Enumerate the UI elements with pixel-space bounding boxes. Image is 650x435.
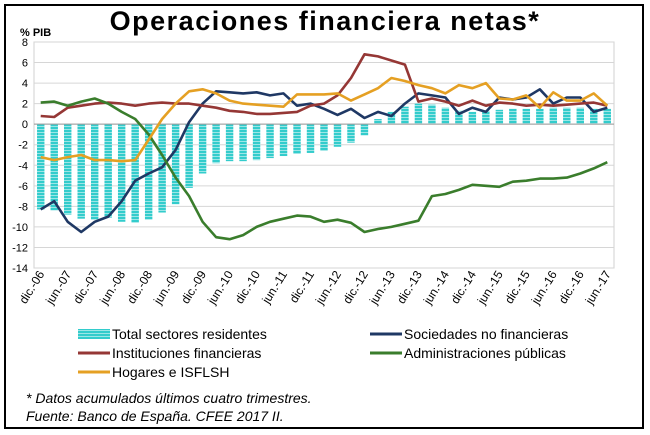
legend-label: Instituciones financieras	[112, 345, 261, 361]
bar-total-sectores	[37, 124, 45, 210]
legend-swatch-bar	[78, 329, 110, 339]
x-tick-label: jun.-09	[150, 268, 182, 308]
bar-total-sectores	[131, 124, 139, 223]
y-tick-label: -4	[18, 160, 28, 172]
bar-total-sectores	[212, 124, 220, 164]
x-tick-label: jun.-16	[528, 268, 560, 308]
legend-label: Hogares e ISFLSH	[112, 364, 230, 380]
y-tick-label: -10	[12, 222, 28, 234]
x-tick-label: jun.-12	[312, 268, 344, 308]
x-tick-label: jun.-10	[204, 268, 236, 308]
bar-total-sectores	[185, 124, 193, 188]
bar-total-sectores	[117, 124, 126, 222]
bar-total-sectores	[563, 107, 571, 125]
bar-total-sectores	[252, 124, 261, 161]
y-tick-label: -8	[18, 201, 28, 213]
series-line-hogares-e-isflsh	[40, 76, 609, 163]
y-tick-label: 6	[22, 58, 28, 70]
series-line-instituciones-financieras	[40, 52, 608, 119]
legend-label: Administraciones públicas	[404, 345, 566, 361]
bar-total-sectores	[495, 109, 504, 125]
x-tick-label: dic.-10	[232, 268, 263, 306]
bar-total-sectores	[536, 108, 544, 125]
x-tick-label: dic.-07	[70, 268, 101, 306]
x-tick-label: jun.-08	[96, 268, 128, 308]
bar-total-sectores	[225, 124, 234, 162]
footnote: * Datos acumulados últimos cuatro trimes…	[26, 390, 312, 406]
series-line-administraciones-p-blicas	[40, 97, 608, 241]
x-tick-label: jun.-11	[259, 268, 291, 307]
bar-total-sectores	[144, 124, 153, 220]
bar-total-sectores	[77, 124, 85, 219]
bar-total-sectores	[198, 124, 207, 174]
legend-label: Total sectores residentes	[112, 326, 267, 342]
bar-total-sectores	[333, 124, 342, 147]
y-tick-label: -12	[12, 242, 28, 254]
bar-total-sectores	[522, 108, 531, 125]
x-tick-label: jun.-13	[366, 268, 398, 308]
bar-total-sectores	[360, 124, 369, 136]
bar-total-sectores	[401, 106, 409, 125]
chart-title: Operaciones financiera netas*	[109, 6, 541, 36]
y-tick-label: -2	[18, 140, 28, 152]
legend-label: Sociedades no financieras	[404, 326, 568, 342]
x-tick-label: dic.-15	[502, 268, 533, 306]
bar-total-sectores	[455, 110, 463, 125]
y-tick-label: 2	[22, 99, 28, 111]
x-tick-label: jun.-15	[474, 268, 506, 308]
x-tick-label: dic.-14	[448, 268, 479, 306]
bar-total-sectores	[90, 124, 99, 220]
y-axis-label: % PIB	[20, 27, 51, 39]
y-tick-label: 8	[22, 37, 28, 49]
bar-total-sectores	[441, 107, 450, 125]
x-tick-label: dic.-13	[394, 268, 425, 306]
y-tick-label: 4	[22, 78, 28, 90]
x-tick-label: dic.-09	[178, 268, 209, 306]
bar-total-sectores	[468, 111, 477, 125]
bar-total-sectores	[482, 110, 490, 125]
y-tick-label: -14	[12, 263, 28, 275]
bar-total-sectores	[279, 124, 288, 157]
bar-total-sectores	[64, 124, 72, 215]
bar-total-sectores	[374, 119, 382, 125]
bar-total-sectores	[239, 124, 247, 162]
bar-total-sectores	[266, 124, 274, 159]
x-tick-label: dic.-12	[340, 268, 371, 306]
bar-total-sectores	[387, 111, 396, 125]
bar-total-sectores	[590, 108, 598, 125]
bar-total-sectores	[104, 124, 112, 218]
bar-total-sectores	[603, 108, 611, 125]
x-tick-label: jun.-17	[582, 268, 614, 308]
bar-total-sectores	[320, 124, 328, 151]
x-tick-label: jun.-07	[42, 268, 74, 308]
y-tick-label: 0	[22, 119, 28, 131]
bar-total-sectores	[509, 108, 517, 125]
x-tick-label: jun.-14	[420, 268, 452, 308]
x-tick-label: dic.-16	[556, 268, 587, 306]
bar-total-sectores	[549, 107, 558, 125]
bar-total-sectores	[428, 104, 436, 125]
y-tick-label: -6	[18, 181, 28, 193]
bar-total-sectores	[306, 124, 315, 153]
x-tick-label: dic.-08	[124, 268, 155, 306]
bar-total-sectores	[50, 124, 58, 211]
bar-total-sectores	[576, 107, 584, 125]
bar-total-sectores	[293, 124, 301, 154]
source-note: Fuente: Banco de España. CFEE 2017 II.	[26, 408, 284, 424]
bar-total-sectores	[171, 124, 180, 205]
bar-total-sectores	[414, 103, 423, 125]
bar-total-sectores	[347, 124, 355, 143]
